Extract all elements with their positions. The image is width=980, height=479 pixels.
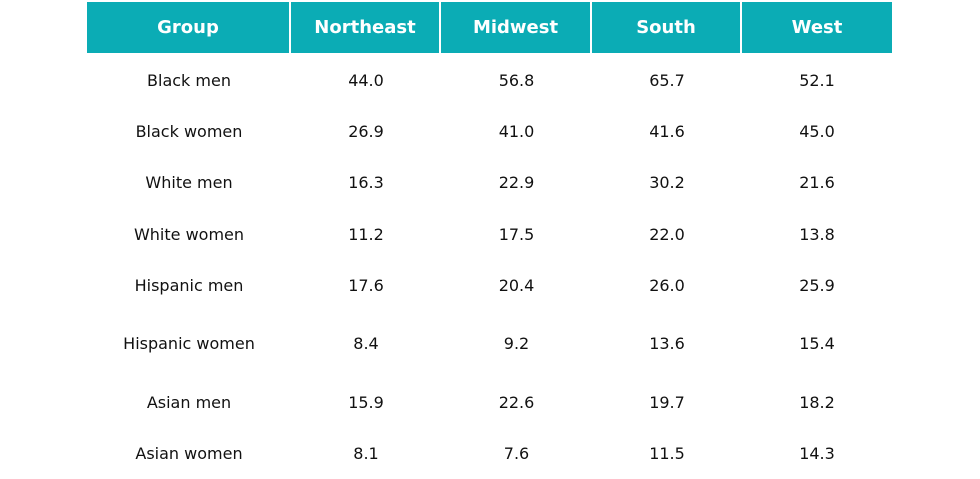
row-label: Asian women — [135, 443, 243, 463]
table-cell: 30.2 — [649, 172, 685, 192]
table-cell: 17.5 — [498, 224, 535, 244]
table-cell: 8.4 — [353, 333, 379, 353]
table-cell: 14.3 — [799, 443, 835, 463]
table-cell: 16.3 — [348, 172, 384, 192]
row-label: White women — [133, 224, 245, 244]
table-cell: 19.7 — [649, 392, 685, 412]
table-cell: 22.6 — [498, 392, 535, 412]
table-cell: 22.0 — [649, 224, 685, 244]
header-cell: Group — [87, 2, 291, 53]
table-cell: 56.8 — [498, 70, 535, 90]
table-cell: 8.1 — [353, 443, 379, 463]
table-cell: 11.2 — [348, 224, 384, 244]
table-cell: 17.6 — [348, 275, 384, 295]
table-cell: 15.4 — [799, 333, 835, 353]
header-cell: West — [742, 2, 892, 53]
table-cell: 26.0 — [649, 275, 685, 295]
table-cell: 7.6 — [503, 443, 530, 463]
row-label: Hispanic men — [134, 275, 244, 295]
table-cell: 20.4 — [498, 275, 535, 295]
table-cell: 15.9 — [348, 392, 384, 412]
table-cell: 41.0 — [498, 121, 535, 141]
row-label: White men — [145, 172, 233, 192]
table-cell: 41.6 — [649, 121, 685, 141]
table-cell: 9.2 — [503, 333, 530, 353]
table-cell: 22.9 — [498, 172, 535, 192]
row-label: Black women — [135, 121, 243, 141]
table-cell: 44.0 — [348, 70, 384, 90]
table-cell: 45.0 — [799, 121, 835, 141]
table-cell: 65.7 — [649, 70, 685, 90]
table-cell: 13.8 — [799, 224, 835, 244]
table-cell: 13.6 — [649, 333, 685, 353]
table-cell: 11.5 — [649, 443, 685, 463]
table-cell: 18.2 — [799, 392, 835, 412]
row-label: Hispanic women — [123, 333, 255, 353]
table-cell: 21.6 — [799, 172, 835, 192]
header-cell: Midwest — [441, 2, 592, 53]
table-cell: 25.9 — [799, 275, 835, 295]
header-cell: South — [592, 2, 742, 53]
header-cell: Northeast — [291, 2, 441, 53]
row-label: Asian men — [146, 392, 232, 412]
table-cell: 26.9 — [348, 121, 384, 141]
table-cell: 52.1 — [799, 70, 835, 90]
row-label: Black men — [147, 70, 231, 90]
